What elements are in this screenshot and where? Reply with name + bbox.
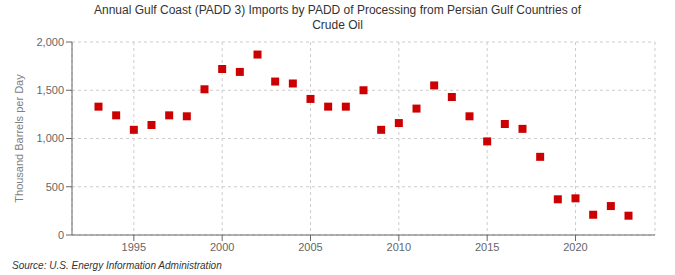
html-text:Annual Gulf Coast (PADD 3) Imp: Annual Gulf Coast (PADD 3) Imports by PA… [94, 3, 581, 32]
svg-text:Thousand Barrels per Day: Thousand Barrels per Day [13, 74, 25, 203]
svg-text:2010: 2010 [387, 241, 411, 253]
svg-text:0: 0 [58, 229, 64, 241]
svg-text:2005: 2005 [298, 241, 322, 253]
svg-text:1995: 1995 [122, 241, 146, 253]
svg-text:2,000: 2,000 [36, 36, 64, 48]
svg-text:1,000: 1,000 [36, 132, 64, 144]
svg-text:1,500: 1,500 [36, 84, 64, 96]
svg-text:2000: 2000 [210, 241, 234, 253]
svg-text:500: 500 [46, 181, 64, 193]
svg-text:2015: 2015 [475, 241, 499, 253]
svg-text:2020: 2020 [563, 241, 587, 253]
html-text:Source: U.S. Energy Informatio: Source: U.S. Energy Information Administ… [12, 260, 222, 271]
